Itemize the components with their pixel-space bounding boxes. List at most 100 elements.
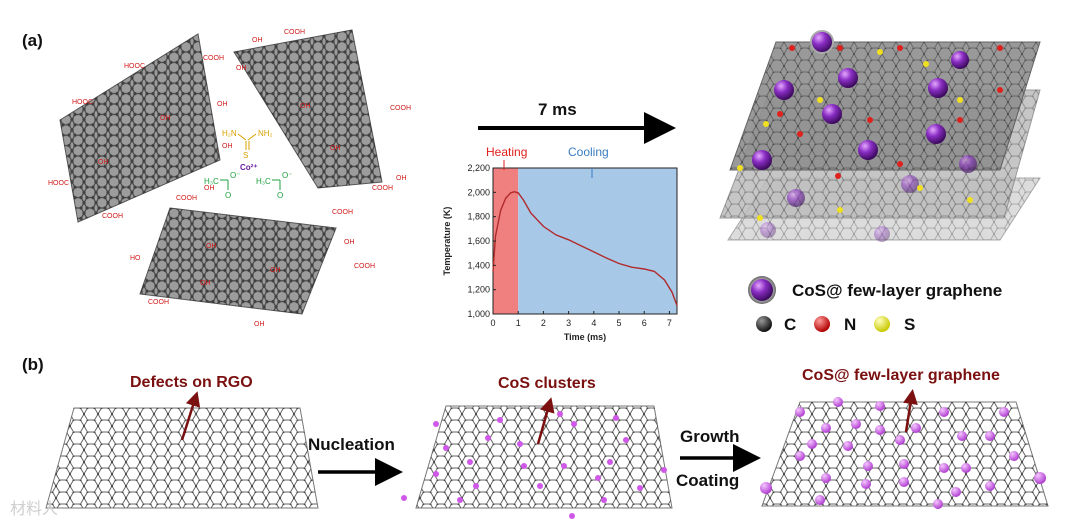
fg-oh: OH: [206, 243, 217, 250]
x-axis-label: Time (ms): [564, 332, 606, 342]
fg-cooh: COOH: [284, 29, 305, 36]
go-sheet-2: [233, 29, 383, 189]
fg-oh: OH: [252, 37, 263, 44]
cos-particle: [810, 30, 834, 54]
acetate-right-ominus: O⁻: [282, 171, 292, 180]
go-sheet-3: [139, 207, 337, 315]
fg-cooh: COOH: [372, 185, 393, 192]
nitrogen-legend-icon: [814, 316, 830, 332]
fg-oh: OH: [300, 103, 311, 110]
heating-label: Heating: [486, 145, 527, 159]
product-sheet: CoS@ few-layer graphene: [760, 367, 1049, 509]
fg-ho: HO: [130, 255, 141, 262]
fg-hooc: HOOC: [72, 99, 93, 106]
thiourea-nh2-right: NH₂: [258, 129, 273, 138]
sulfur-legend-icon: [874, 316, 890, 332]
watermark: 材料人: [10, 499, 58, 518]
defects-label: Defects on RGO: [130, 374, 253, 391]
fg-cooh: COOH: [332, 209, 353, 216]
cos-particle: [926, 124, 946, 144]
fg-cooh: COOH: [148, 299, 169, 306]
x-tick-label: 0: [490, 318, 495, 328]
x-tick-label: 4: [591, 318, 596, 328]
coating-label: Coating: [676, 471, 739, 490]
cos-particle: [774, 80, 794, 100]
thiourea-molecule: H₂N NH₂ S: [222, 129, 273, 160]
cos-legend-icon: [751, 279, 773, 301]
cos-particle: [959, 155, 977, 173]
time-arrow: 7 ms: [478, 100, 676, 144]
fg-cooh: COOH: [354, 263, 375, 270]
time-arrow-label: 7 ms: [538, 100, 577, 119]
fg-oh: OH: [222, 143, 233, 150]
cos-particle: [858, 140, 878, 160]
legend-s: S: [904, 315, 915, 334]
product-label: CoS@ few-layer graphene: [802, 367, 1000, 384]
fg-oh: OH: [236, 65, 247, 72]
cos-particle: [838, 68, 858, 88]
temperature-chart: 0 1 2 3 4 5 6 7 1,000 1,200 1,400 1,600 1,800 2,000 2,…: [442, 145, 678, 342]
y-tick-label: 2,000: [467, 187, 490, 197]
cos-particle: [822, 104, 842, 124]
clusters-label: CoS clusters: [498, 375, 596, 392]
nitrogen-dots: [777, 45, 1003, 179]
fg-hooc: HOOC: [124, 63, 145, 70]
y-tick-label: 1,400: [467, 260, 490, 270]
legend: CoS@ few-layer graphene C N S: [748, 276, 1002, 334]
rgo-sheet: Defects on RGO: [45, 374, 319, 509]
x-tick-label: 6: [642, 318, 647, 328]
legend-title: CoS@ few-layer graphene: [792, 281, 1002, 300]
cobalt-ion: Co²⁺: [240, 163, 258, 172]
growth-step: Growth Coating: [676, 427, 761, 490]
x-tick-label: 5: [617, 318, 622, 328]
cos-particle: [874, 226, 890, 242]
fg-oh: OH: [270, 267, 281, 274]
y-tick-label: 1,200: [467, 285, 490, 295]
x-tick-label: 1: [516, 318, 521, 328]
nucleation-step: Nucleation: [308, 435, 403, 486]
legend-n: N: [844, 315, 856, 334]
cos-clusters-sheet: CoS clusters: [401, 375, 673, 519]
cos-cluster-dots: [401, 411, 667, 519]
legend-c: C: [784, 315, 796, 334]
fg-oh: OH: [330, 145, 341, 152]
fg-oh: OH: [396, 175, 407, 182]
fg-cooh: COOH: [102, 213, 123, 220]
y-axis-label: Temperature (K): [442, 207, 452, 276]
fg-hooc: HOOC: [48, 180, 69, 187]
fg-oh: OH: [217, 101, 228, 108]
y-tick-label: 1,600: [467, 236, 490, 246]
cos-particles: [752, 30, 977, 242]
growth-label: Growth: [680, 427, 740, 446]
fg-cooh: COOH: [176, 195, 197, 202]
thiourea-nh2-left: H₂N: [222, 129, 237, 138]
fg-oh: OH: [160, 115, 171, 122]
x-tick-label: 7: [667, 318, 672, 328]
fg-oh: OH: [98, 159, 109, 166]
heating-region: [493, 168, 519, 314]
acetate-left-ominus: O⁻: [230, 171, 240, 180]
cooling-region: [518, 168, 677, 314]
y-tick-label: 1,800: [467, 212, 490, 222]
panel-b-label: (b): [22, 355, 44, 374]
cos-particle: [951, 51, 969, 69]
cos-particle: [760, 222, 776, 238]
functional-groups: HOOC COOH HOOC HOOC COOH OH OH OH OH OH …: [48, 29, 411, 328]
fg-oh: OH: [254, 321, 265, 328]
acetate-right-methyl: H₃C: [256, 177, 271, 186]
panel-a-label: (a): [22, 31, 43, 50]
fg-cooh: COOH: [390, 105, 411, 112]
acetate-right-o: O: [277, 191, 283, 200]
fg-oh: OH: [200, 280, 211, 287]
cos-particle: [787, 189, 805, 207]
acetate-left-o: O: [225, 191, 231, 200]
layered-graphene: [719, 30, 1041, 242]
cos-particle: [901, 175, 919, 193]
carbon-legend-icon: [756, 316, 772, 332]
cos-particle: [928, 78, 948, 98]
sulfur-dots: [737, 49, 973, 221]
thiourea-s: S: [243, 151, 248, 160]
cooling-label: Cooling: [568, 145, 609, 159]
fg-oh: OH: [204, 185, 215, 192]
